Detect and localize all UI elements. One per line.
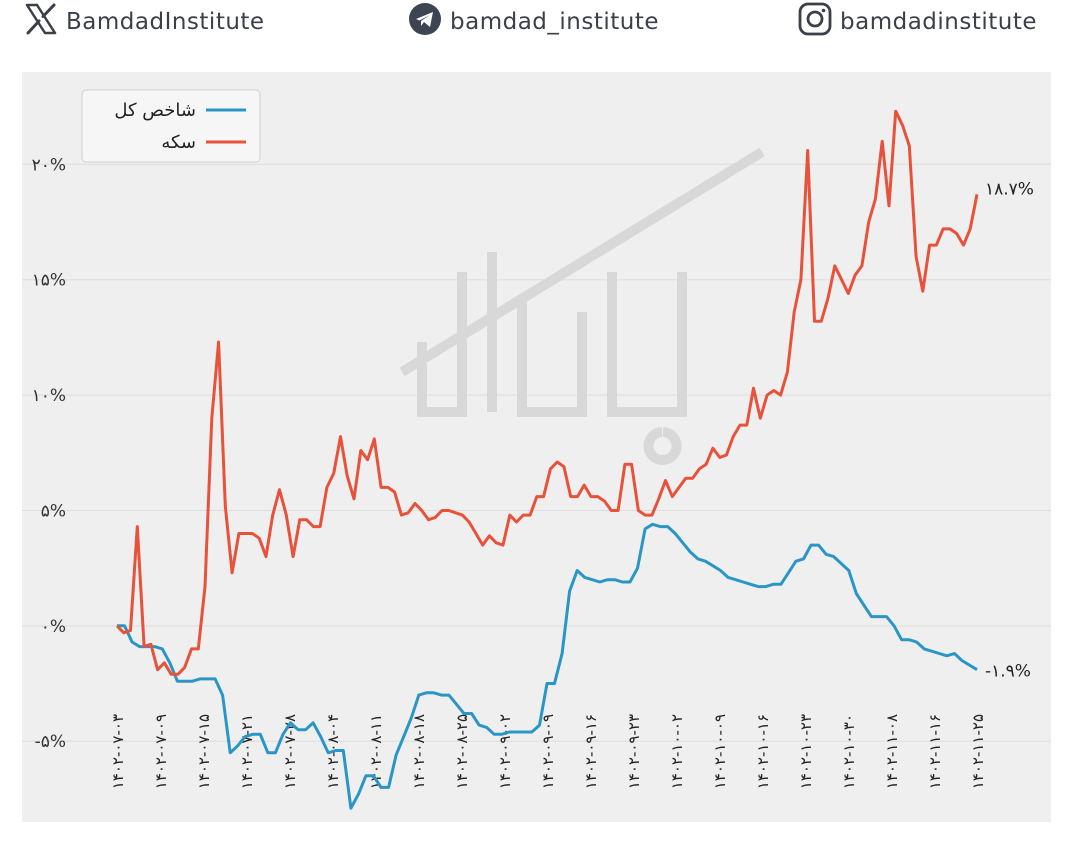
twitter-handle: BamdadInstitute [66, 9, 265, 35]
legend-box [81, 89, 261, 163]
telegram-icon [408, 2, 442, 42]
x-tick-label: ۱۴۰۲-۰۹-۲۳ [625, 714, 643, 789]
y-tick-label: ۱۵% [32, 271, 66, 291]
legend: شاخص کل سکه [81, 89, 261, 163]
x-tick-label: ۱۴۰۲-۱۰-۰۲ [668, 714, 686, 789]
x-tick-label: ۱۴۰۲-۰۷-۲۱ [238, 714, 256, 789]
x-tick-label: ۱۴۰۲-۱۰-۲۳ [797, 714, 815, 789]
legend-label-coin: سکه [161, 132, 196, 153]
series-lines [115, 109, 979, 810]
social-header: BamdadInstitute bamdad_institute bamdadi… [0, 0, 1080, 50]
telegram-handle: bamdad_institute [450, 9, 660, 35]
y-tick-label: ۱۰% [32, 386, 66, 406]
x-tick-label: ۱۴۰۲-۱۱-۲۵ [969, 714, 987, 789]
x-tick-label: ۱۴۰۲-۱۰-۰۹ [711, 714, 729, 789]
series-line-0 [117, 522, 978, 810]
x-tick-label: ۱۴۰۲-۰۹-۱۶ [582, 714, 600, 789]
x-tick-label: ۱۴۰۲-۰۸-۲۵ [453, 714, 471, 789]
y-tick-label: -۵% [35, 732, 66, 752]
x-tick-label: ۱۴۰۲-۰۹-۰۹ [539, 714, 557, 789]
y-tick-label: ۲۰% [32, 155, 66, 175]
y-tick-label: ۰% [41, 617, 66, 637]
y-tick-label: ۵% [41, 501, 66, 521]
x-tick-label: ۱۴۰۲-۰۷-۰۳ [109, 714, 127, 789]
grid-lines [22, 163, 1051, 742]
x-axis-ticks: ۱۴۰۲-۰۷-۰۳ ۱۴۰۲-۰۷-۰۹ ۱۴۰۲-۰۷-۱۵ ۱۴۰۲-۰۷-۲۱… [109, 714, 987, 789]
x-tick-label: ۱۴۰۲-۰۷-۰۹ [152, 714, 170, 789]
instagram-handle-link[interactable]: bamdadinstitute [798, 2, 1038, 42]
x-tick-label: ۱۴۰۲-۱۱-۰۸ [883, 714, 901, 789]
x-tick-label: ۱۴۰۲-۰۹-۰۲ [496, 714, 514, 789]
x-tick-label: ۱۴۰۲-۱۰-۳۰ [840, 714, 858, 789]
y-axis-ticks: -۵% ۰% ۵% ۱۰% ۱۵% ۲۰% [32, 155, 66, 752]
series-line-1 [115, 109, 979, 676]
end-label-1: ۱۸.۷% [985, 179, 1034, 199]
instagram-handle: bamdadinstitute [840, 9, 1038, 35]
instagram-icon [798, 2, 832, 42]
end-label-0: -۱.۹% [985, 662, 1031, 682]
end-labels: -۱.۹% ۱۸.۷% [985, 179, 1034, 681]
x-tick-label: ۱۴۰۲-۱۰-۱۶ [754, 714, 772, 789]
x-tick-label: ۱۴۰۲-۰۷-۱۵ [195, 714, 213, 789]
x-tick-label: ۱۴۰۲-۰۸-۱۱ [367, 714, 385, 789]
legend-label-index: شاخص کل [114, 100, 196, 121]
x-tick-label: ۱۴۰۲-۱۱-۱۶ [926, 714, 944, 789]
x-tick-label: ۱۴۰۲-۰۸-۱۸ [410, 714, 428, 789]
telegram-handle-link[interactable]: bamdad_institute [408, 2, 660, 42]
twitter-handle-link[interactable]: BamdadInstitute [24, 3, 265, 41]
chart-panel: -۵% ۰% ۵% ۱۰% ۱۵% ۲۰% ۱۴۰۲-۰۷-۰۳ ۱۴۰۲-۰۷-۰۹ ۱۴۰… [22, 72, 1051, 822]
line-chart: -۵%۰%۵%۱۰%۱۵%۲۰% ۱۴۰۲-۰۷-۰۳ ۱۴۰۲-۰۷-۰۹ ۱۴۰… [22, 89, 1051, 810]
watermark-logo [399, 147, 765, 465]
x-logo-icon [24, 3, 58, 41]
